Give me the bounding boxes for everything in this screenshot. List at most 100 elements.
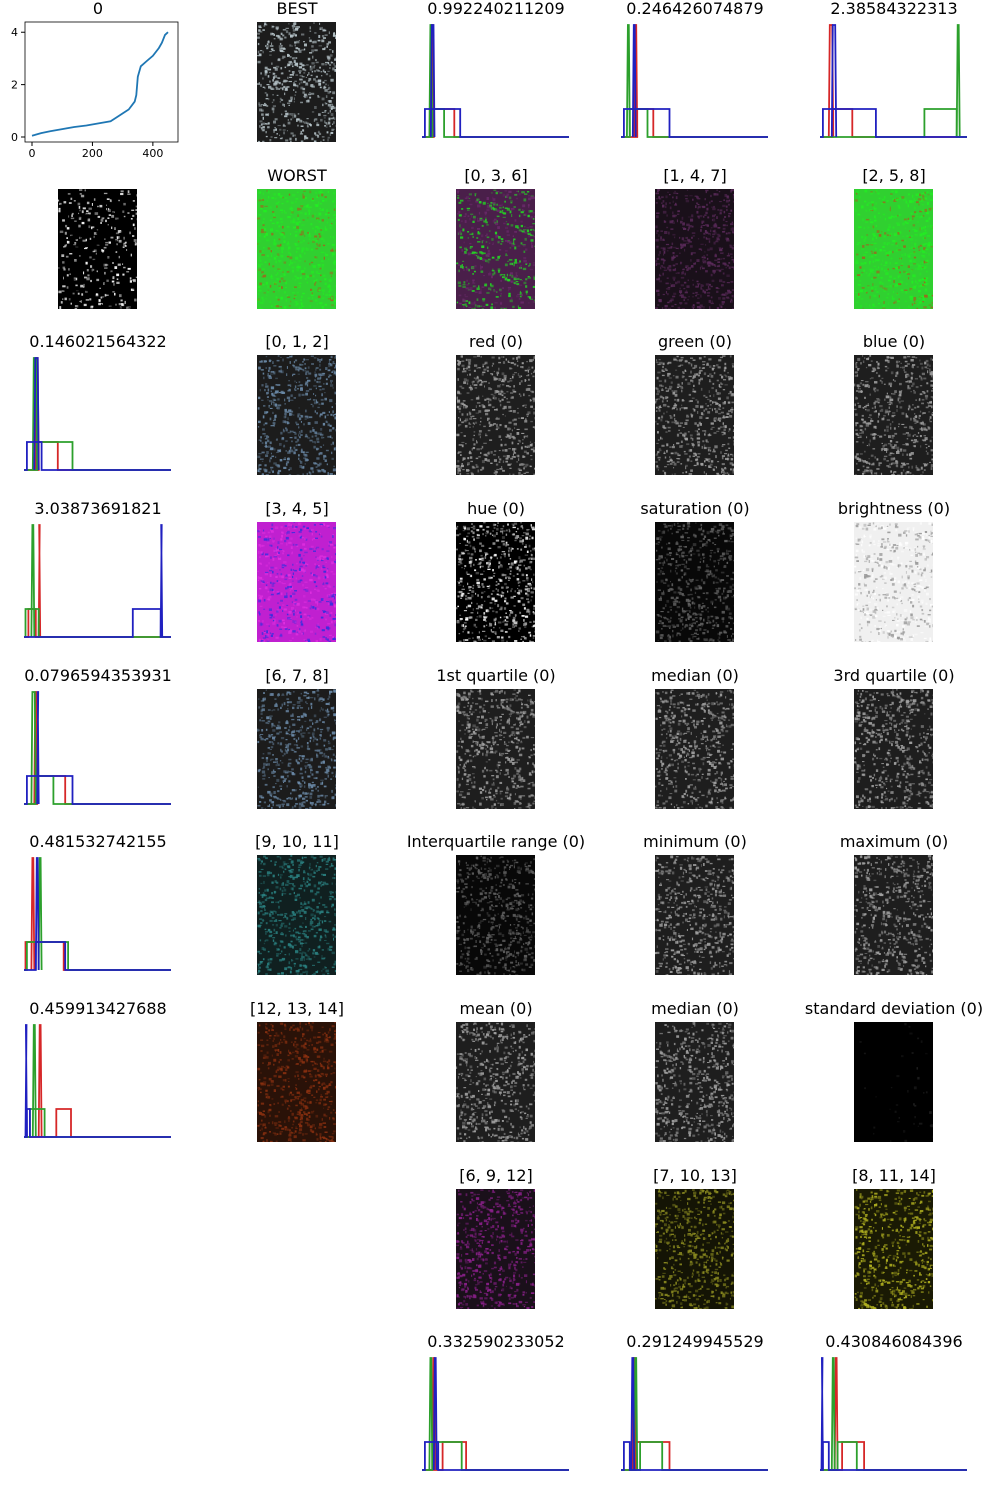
image-speckle bbox=[466, 279, 468, 282]
image-speckle bbox=[714, 408, 717, 410]
image-speckle bbox=[473, 422, 475, 425]
image-speckle bbox=[895, 197, 900, 199]
image-speckle bbox=[500, 380, 505, 383]
image-speckle bbox=[880, 216, 882, 218]
image-speckle bbox=[532, 375, 535, 378]
image-speckle bbox=[294, 64, 297, 67]
image-speckle bbox=[889, 275, 892, 279]
image-speckle bbox=[671, 473, 673, 475]
image-speckle bbox=[305, 247, 307, 249]
image-speckle bbox=[62, 219, 65, 222]
image-speckle bbox=[329, 236, 332, 238]
image-speckle bbox=[528, 234, 532, 238]
image-speckle bbox=[112, 262, 114, 264]
image-speckle bbox=[120, 190, 124, 193]
image-speckle bbox=[897, 474, 900, 475]
image-speckle bbox=[133, 272, 136, 274]
image-speckle bbox=[860, 362, 862, 365]
image-panel bbox=[854, 189, 933, 309]
image-speckle bbox=[893, 471, 897, 473]
image-speckle bbox=[316, 457, 320, 460]
image-speckle bbox=[276, 244, 280, 247]
image-speckle bbox=[523, 467, 525, 470]
image-speckle bbox=[924, 394, 929, 398]
image-speckle bbox=[718, 408, 722, 411]
image-speckle bbox=[504, 449, 508, 452]
image-speckle bbox=[288, 23, 290, 25]
image-speckle bbox=[906, 273, 911, 275]
image-speckle bbox=[266, 254, 269, 258]
image-speckle bbox=[499, 288, 502, 291]
image-speckle bbox=[923, 226, 925, 229]
image-speckle bbox=[662, 365, 664, 369]
image-speckle bbox=[470, 423, 472, 425]
image-speckle bbox=[487, 452, 490, 455]
image-speckle bbox=[713, 224, 718, 228]
image-speckle bbox=[283, 306, 287, 309]
image-speckle bbox=[885, 369, 888, 372]
image-speckle bbox=[457, 391, 460, 394]
image-speckle bbox=[297, 207, 300, 211]
image-speckle bbox=[299, 431, 301, 433]
image-speckle bbox=[718, 297, 721, 300]
image-speckle bbox=[908, 236, 911, 238]
image-speckle bbox=[318, 266, 321, 268]
image-speckle bbox=[924, 208, 928, 212]
image-speckle bbox=[71, 291, 74, 293]
image-speckle bbox=[276, 451, 279, 453]
image-speckle bbox=[300, 205, 304, 208]
image-speckle bbox=[87, 233, 91, 235]
image-speckle bbox=[670, 284, 673, 288]
image-speckle bbox=[304, 267, 306, 270]
image-speckle bbox=[315, 367, 319, 369]
image-speckle bbox=[882, 307, 886, 309]
image-speckle bbox=[306, 415, 309, 419]
image-speckle bbox=[317, 95, 320, 98]
image-speckle bbox=[480, 288, 482, 292]
image-speckle bbox=[499, 384, 502, 386]
image-speckle bbox=[265, 98, 269, 100]
image-speckle bbox=[876, 472, 878, 475]
image-speckle bbox=[534, 252, 535, 255]
image-speckle bbox=[287, 53, 289, 57]
image-speckle bbox=[326, 122, 328, 126]
image-speckle bbox=[681, 404, 683, 407]
image-speckle bbox=[696, 196, 699, 199]
image-speckle bbox=[718, 234, 721, 237]
image-speckle bbox=[913, 199, 917, 201]
image-speckle bbox=[500, 389, 503, 393]
image-speckle bbox=[283, 291, 287, 294]
image-speckle bbox=[716, 364, 719, 367]
image-speckle bbox=[274, 137, 278, 139]
image-speckle bbox=[274, 307, 278, 309]
image-speckle bbox=[895, 461, 899, 464]
image-speckle bbox=[282, 245, 285, 247]
image-speckle bbox=[706, 237, 711, 241]
image-speckle bbox=[128, 209, 131, 213]
image-speckle bbox=[267, 399, 269, 401]
image-speckle bbox=[321, 75, 323, 77]
image-speckle bbox=[98, 305, 102, 309]
image-speckle bbox=[889, 401, 893, 404]
image-speckle bbox=[305, 381, 309, 384]
image-speckle bbox=[278, 45, 283, 49]
image-speckle bbox=[881, 231, 883, 233]
image-speckle bbox=[262, 268, 265, 270]
image-speckle bbox=[722, 227, 726, 230]
image-speckle bbox=[723, 230, 726, 233]
image-speckle bbox=[887, 302, 890, 305]
image-speckle bbox=[509, 299, 513, 303]
image-speckle bbox=[322, 103, 324, 107]
image-speckle bbox=[69, 260, 72, 264]
image-speckle bbox=[288, 104, 290, 106]
image-speckle bbox=[463, 215, 467, 218]
image-speckle bbox=[268, 404, 270, 408]
image-speckle bbox=[329, 106, 331, 109]
image-speckle bbox=[917, 303, 920, 307]
image-speckle bbox=[288, 380, 290, 382]
image-speckle bbox=[691, 225, 694, 228]
image-speckle bbox=[700, 387, 703, 391]
image-speckle bbox=[496, 468, 500, 471]
image-speckle bbox=[321, 136, 325, 138]
image-speckle bbox=[927, 194, 930, 196]
